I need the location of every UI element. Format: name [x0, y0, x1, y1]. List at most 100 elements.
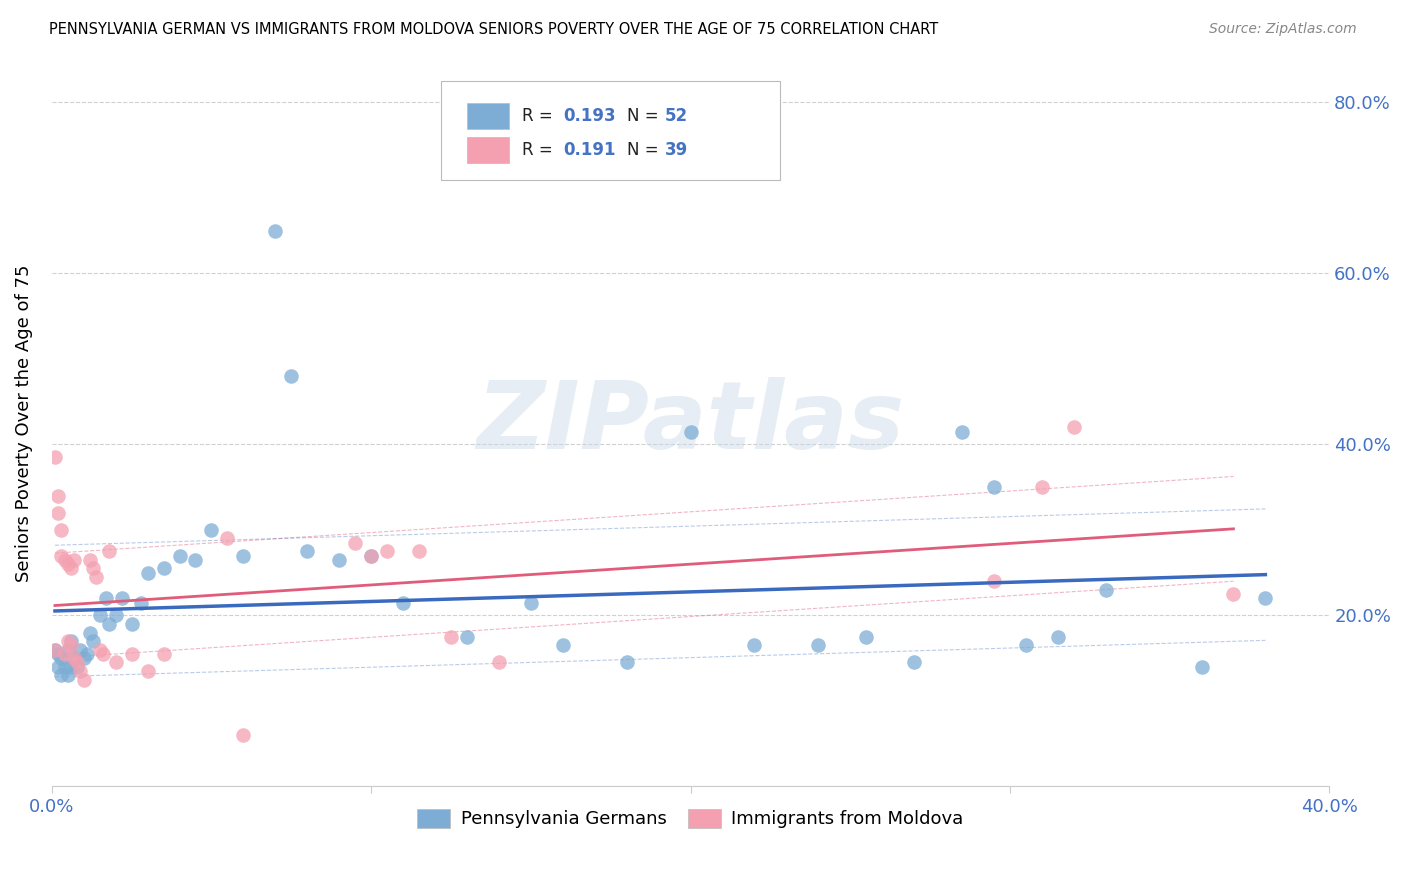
- Point: [51, 549, 73, 563]
- Point: [76, 647, 98, 661]
- Point: [59, 659, 82, 673]
- Point: [344, 535, 367, 549]
- FancyBboxPatch shape: [467, 137, 509, 163]
- Point: [855, 630, 877, 644]
- Point: [136, 566, 159, 580]
- Point: [79, 553, 101, 567]
- Point: [200, 523, 222, 537]
- Point: [51, 668, 73, 682]
- Point: [375, 544, 398, 558]
- Point: [46, 506, 69, 520]
- Point: [59, 634, 82, 648]
- Text: 0.193: 0.193: [562, 107, 616, 125]
- Point: [1254, 591, 1277, 606]
- Text: Source: ZipAtlas.com: Source: ZipAtlas.com: [1209, 22, 1357, 37]
- Point: [136, 664, 159, 678]
- Point: [46, 659, 69, 673]
- Text: R =: R =: [522, 141, 564, 159]
- Point: [184, 553, 207, 567]
- Point: [679, 425, 702, 439]
- Point: [280, 369, 302, 384]
- Point: [169, 549, 191, 563]
- Point: [63, 553, 86, 567]
- Point: [152, 561, 174, 575]
- Point: [44, 642, 66, 657]
- Point: [82, 634, 104, 648]
- Point: [232, 549, 254, 563]
- Point: [59, 639, 82, 653]
- Point: [91, 647, 114, 661]
- Point: [73, 651, 96, 665]
- Point: [440, 630, 463, 644]
- Point: [53, 659, 76, 673]
- Point: [104, 656, 127, 670]
- Point: [488, 656, 510, 670]
- Point: [408, 544, 430, 558]
- Legend: Pennsylvania Germans, Immigrants from Moldova: Pennsylvania Germans, Immigrants from Mo…: [411, 802, 972, 836]
- Point: [264, 224, 287, 238]
- Point: [1046, 630, 1069, 644]
- Point: [63, 651, 86, 665]
- Point: [392, 596, 415, 610]
- Text: N =: N =: [627, 141, 664, 159]
- Point: [51, 651, 73, 665]
- Point: [232, 728, 254, 742]
- Point: [129, 596, 152, 610]
- Point: [63, 651, 86, 665]
- Point: [744, 639, 766, 653]
- Text: 39: 39: [665, 141, 688, 159]
- Point: [69, 664, 91, 678]
- Point: [98, 617, 121, 632]
- Point: [217, 532, 239, 546]
- Point: [1191, 659, 1213, 673]
- Point: [94, 591, 117, 606]
- Point: [1094, 582, 1116, 597]
- Point: [46, 647, 69, 661]
- Point: [616, 656, 638, 670]
- Point: [69, 642, 91, 657]
- FancyBboxPatch shape: [467, 103, 509, 128]
- Point: [520, 596, 543, 610]
- Point: [551, 639, 574, 653]
- Point: [44, 642, 66, 657]
- Point: [1222, 587, 1244, 601]
- Point: [1031, 480, 1053, 494]
- Text: ZIPatlas: ZIPatlas: [477, 377, 904, 469]
- Point: [903, 656, 925, 670]
- Point: [59, 561, 82, 575]
- Point: [89, 608, 111, 623]
- Point: [360, 549, 382, 563]
- Point: [89, 642, 111, 657]
- Text: 52: 52: [665, 107, 688, 125]
- Point: [152, 647, 174, 661]
- Point: [56, 634, 79, 648]
- Point: [56, 668, 79, 682]
- Point: [44, 450, 66, 465]
- Point: [66, 659, 89, 673]
- Text: PENNSYLVANIA GERMAN VS IMMIGRANTS FROM MOLDOVA SENIORS POVERTY OVER THE AGE OF 7: PENNSYLVANIA GERMAN VS IMMIGRANTS FROM M…: [49, 22, 938, 37]
- Point: [98, 544, 121, 558]
- Point: [46, 489, 69, 503]
- Point: [950, 425, 973, 439]
- Point: [56, 642, 79, 657]
- Point: [983, 574, 1005, 589]
- Y-axis label: Seniors Poverty Over the Age of 75: Seniors Poverty Over the Age of 75: [15, 264, 32, 582]
- Point: [111, 591, 134, 606]
- Point: [79, 625, 101, 640]
- Text: R =: R =: [522, 107, 558, 125]
- Point: [53, 647, 76, 661]
- Point: [73, 673, 96, 687]
- Point: [297, 544, 319, 558]
- FancyBboxPatch shape: [441, 81, 780, 179]
- Point: [328, 553, 350, 567]
- Point: [1015, 639, 1038, 653]
- Point: [807, 639, 830, 653]
- Point: [104, 608, 127, 623]
- Text: 0.191: 0.191: [562, 141, 616, 159]
- Point: [86, 570, 108, 584]
- Point: [1063, 420, 1085, 434]
- Point: [456, 630, 478, 644]
- Point: [66, 656, 89, 670]
- Point: [121, 647, 143, 661]
- Point: [121, 617, 143, 632]
